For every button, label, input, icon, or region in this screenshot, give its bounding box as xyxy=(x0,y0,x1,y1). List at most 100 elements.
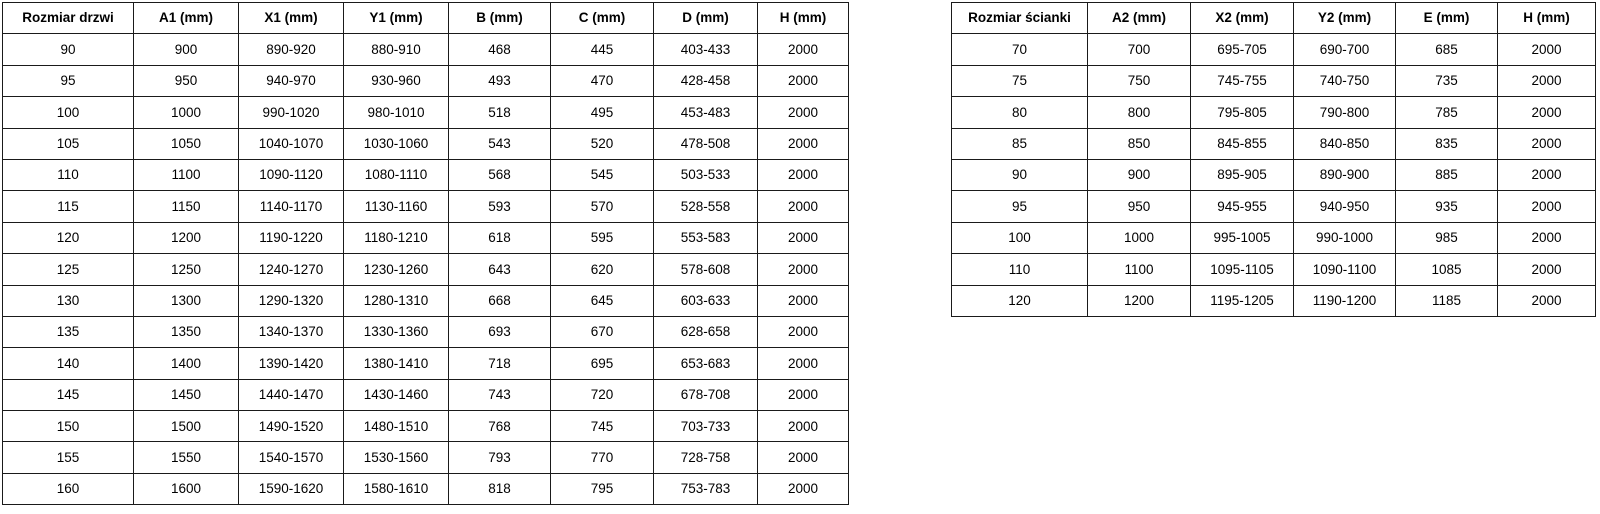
table-cell: 470 xyxy=(550,64,654,98)
table-row: 100 1000 995-1005 990-1000 985 2000 xyxy=(951,221,1596,255)
table-cell: 1095-1105 xyxy=(1190,253,1294,286)
table-cell: 1100 xyxy=(1087,253,1191,286)
table-cell: 735 xyxy=(1395,64,1498,98)
table-cell: 653-683 xyxy=(653,347,758,380)
table-cell: 110 xyxy=(951,253,1088,286)
table-cell: 2000 xyxy=(1497,127,1596,160)
table-cell: 995-1005 xyxy=(1190,221,1294,255)
column-header: X1 (mm) xyxy=(238,1,344,35)
table-cell: 545 xyxy=(550,158,654,192)
table-cell: 2000 xyxy=(1497,96,1596,129)
table-cell: 740-750 xyxy=(1293,64,1396,98)
table-cell: 403-433 xyxy=(653,33,758,66)
table-cell: 110 xyxy=(2,158,134,192)
table-cell: 1200 xyxy=(133,221,239,255)
table-row: 75 750 745-755 740-750 735 2000 xyxy=(951,64,1596,98)
table-cell: 930-960 xyxy=(343,64,449,98)
table-cell: 1080-1110 xyxy=(343,158,449,192)
table-cell: 95 xyxy=(2,64,134,98)
table-cell: 990-1000 xyxy=(1293,221,1396,255)
table-cell: 718 xyxy=(448,347,551,380)
table-cell: 2000 xyxy=(757,221,849,255)
table-cell: 1280-1310 xyxy=(343,284,449,317)
table-cell: 528-558 xyxy=(653,190,758,223)
table-cell: 135 xyxy=(2,315,134,349)
table-cell: 1190-1200 xyxy=(1293,284,1396,317)
table-row: 95 950 945-955 940-950 935 2000 xyxy=(951,190,1596,223)
table-cell: 678-708 xyxy=(653,378,758,412)
table-row: 115 1150 1140-1170 1130-1160 593 570 528-558 20… xyxy=(2,190,849,223)
table-cell: 2000 xyxy=(757,64,849,98)
table-cell: 745 xyxy=(550,410,654,443)
table-cell: 1350 xyxy=(133,315,239,349)
table-cell: 1085 xyxy=(1395,253,1498,286)
table-row: 150 1500 1490-1520 1480-1510 768 745 703-733 20… xyxy=(2,410,849,443)
table-cell: 695-705 xyxy=(1190,33,1294,66)
table-row: 160 1600 1590-1620 1580-1610 818 795 753-783 20… xyxy=(2,472,849,506)
table-cell: 1380-1410 xyxy=(343,347,449,380)
table-cell: 2000 xyxy=(757,347,849,380)
table-cell: 140 xyxy=(2,347,134,380)
table-cell: 80 xyxy=(951,96,1088,129)
table-cell: 743 xyxy=(448,378,551,412)
table-cell: 895-905 xyxy=(1190,158,1294,192)
table-cell: 2000 xyxy=(1497,221,1596,255)
table-row: 155 1550 1540-1570 1530-1560 793 770 728-758 20… xyxy=(2,441,849,474)
table-cell: 570 xyxy=(550,190,654,223)
table-cell: 2000 xyxy=(757,96,849,129)
column-header: C (mm) xyxy=(550,1,654,35)
table-cell: 593 xyxy=(448,190,551,223)
table-cell: 453-483 xyxy=(653,96,758,129)
table-cell: 2000 xyxy=(1497,190,1596,223)
table-cell: 940-970 xyxy=(238,64,344,98)
table-cell: 1090-1100 xyxy=(1293,253,1396,286)
table-cell: 2000 xyxy=(757,190,849,223)
table-cell: 1390-1420 xyxy=(238,347,344,380)
table-cell: 685 xyxy=(1395,33,1498,66)
table-cell: 1250 xyxy=(133,253,239,286)
table-cell: 618 xyxy=(448,221,551,255)
table-cell: 2000 xyxy=(757,33,849,66)
table-cell: 890-920 xyxy=(238,33,344,66)
table-row: 85 850 845-855 840-850 835 2000 xyxy=(951,127,1596,160)
table-cell: 1430-1460 xyxy=(343,378,449,412)
table-cell: 645 xyxy=(550,284,654,317)
table-row: 90 900 890-920 880-910 468 445 403-433 2000 xyxy=(2,33,849,66)
table-cell: 468 xyxy=(448,33,551,66)
table-cell: 840-850 xyxy=(1293,127,1396,160)
table-cell: 1440-1470 xyxy=(238,378,344,412)
table-cell: 835 xyxy=(1395,127,1498,160)
table-cell: 595 xyxy=(550,221,654,255)
table-cell: 1500 xyxy=(133,410,239,443)
table-row: 110 1100 1095-1105 1090-1100 1085 2000 xyxy=(951,253,1596,286)
table-cell: 885 xyxy=(1395,158,1498,192)
table-cell: 145 xyxy=(2,378,134,412)
table-cell: 2000 xyxy=(1497,33,1596,66)
table-cell: 753-783 xyxy=(653,472,758,506)
column-header: E (mm) xyxy=(1395,1,1498,35)
table-cell: 2000 xyxy=(1497,253,1596,286)
table-cell: 105 xyxy=(2,127,134,160)
table-cell: 940-950 xyxy=(1293,190,1396,223)
table-row: 100 1000 990-1020 980-1010 518 495 453-483 2000 xyxy=(2,96,849,129)
table-row: 145 1450 1440-1470 1430-1460 743 720 678-708 20… xyxy=(2,378,849,412)
table-cell: 690-700 xyxy=(1293,33,1396,66)
table-cell: 950 xyxy=(1087,190,1191,223)
table-cell: 495 xyxy=(550,96,654,129)
table-row: 120 1200 1190-1220 1180-1210 618 595 553-583 20… xyxy=(2,221,849,255)
table-cell: 1290-1320 xyxy=(238,284,344,317)
table-cell: 120 xyxy=(951,284,1088,317)
table-cell: 1590-1620 xyxy=(238,472,344,506)
table-row: 70 700 695-705 690-700 685 2000 xyxy=(951,33,1596,66)
table-cell: 750 xyxy=(1087,64,1191,98)
table-cell: 795-805 xyxy=(1190,96,1294,129)
table-cell: 945-955 xyxy=(1190,190,1294,223)
table-cell: 155 xyxy=(2,441,134,474)
table-cell: 1240-1270 xyxy=(238,253,344,286)
table-cell: 745-755 xyxy=(1190,64,1294,98)
table-cell: 150 xyxy=(2,410,134,443)
table-cell: 668 xyxy=(448,284,551,317)
table-cell: 578-608 xyxy=(653,253,758,286)
table-row: 140 1400 1390-1420 1380-1410 718 695 653-683 20… xyxy=(2,347,849,380)
table-cell: 90 xyxy=(2,33,134,66)
